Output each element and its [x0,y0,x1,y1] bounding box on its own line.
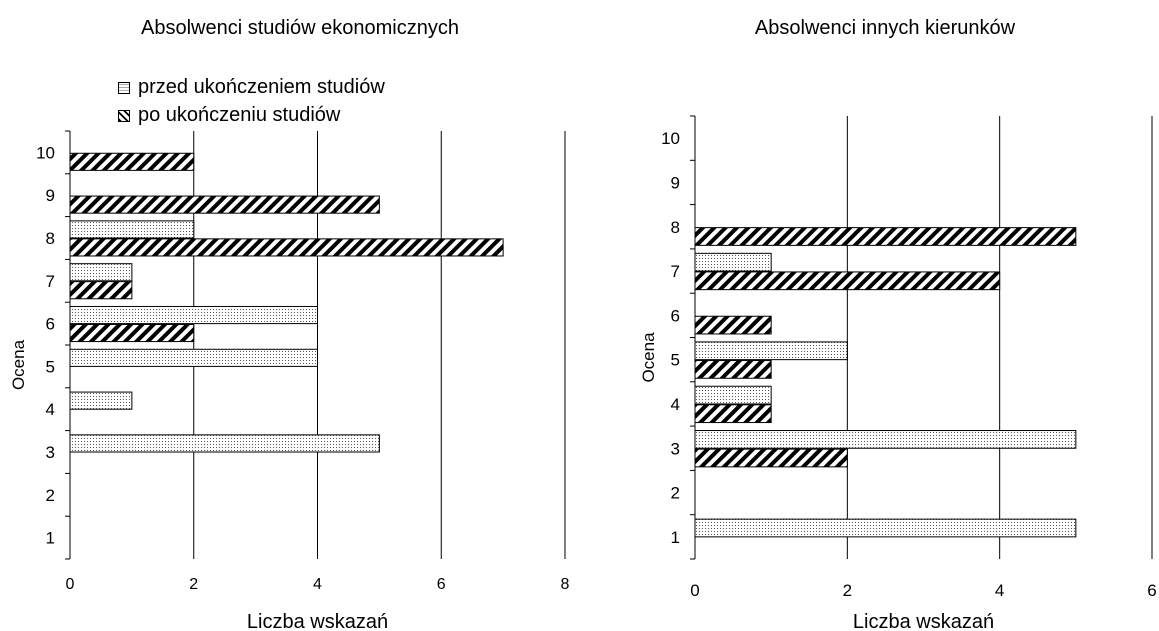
legend-swatch-hatched [118,109,130,122]
chart1-bar-after [69,323,195,343]
chart2-category-label: 5 [671,351,680,370]
chart2-category-label: 3 [671,439,680,458]
legend-item-after: po ukończeniu studiów [118,104,340,127]
chart1-category-label: 7 [46,272,55,291]
legend-swatch-dotted [118,81,130,94]
chart1-bar-before [69,263,133,282]
chart1-bar-before [69,305,318,325]
chart2-bar-after [694,271,1001,291]
chart2-category-label: 7 [671,262,680,281]
chart2-bar-before [694,518,1077,538]
chart-title-other: Absolwenci innych kierunków [754,17,1016,39]
chart2-bar-before [694,385,772,405]
chart1-x-tick-label: 2 [189,576,198,593]
chart1-category-label: 1 [46,529,55,548]
chart1-bar-after [69,238,504,257]
chart2-category-label: 2 [671,484,680,503]
chart1-bar-after [69,195,380,214]
chart1-y-axis-title: Ocena [9,339,28,390]
chart2-y-axis-title: Ocena [639,332,658,383]
chart1-bar-before [69,434,380,453]
chart1-category-label: 4 [46,400,55,419]
chart1-x-tick-label: 4 [313,576,322,593]
chart1-category-label: 3 [46,443,55,462]
chart1-bar-before [69,348,318,367]
chart2-x-axis-title: Liczba wskazań [853,611,994,631]
chart1-bar-after [69,281,133,300]
chart2-x-tick-label: 6 [1147,581,1156,600]
chart-title-economics: Absolwenci studiów ekonomicznych [141,17,459,39]
chart2-x-tick-label: 4 [995,581,1004,600]
chart1-x-tick-label: 6 [437,576,446,593]
chart2-category-label: 1 [671,528,680,547]
chart1-category-label: 6 [46,315,55,334]
chart1-x-axis-title: Liczba wskazań [247,611,388,631]
legend-label-before: przed ukończeniem studiów [138,76,385,98]
legend-item-before: przed ukończeniem studiów [118,76,385,99]
chart1-category-label: 8 [46,229,55,248]
chart2-bar-before [694,341,848,361]
chart2-x-tick-label: 0 [690,581,699,600]
chart2-category-label: 9 [671,173,680,192]
chart1-x-tick-label: 0 [66,576,75,593]
chart2-bar-after [694,315,772,335]
chart2-bar-after [694,404,772,424]
chart2-bar-before [694,430,1077,449]
chart2-bar-after [694,227,1077,246]
chart2-category-label: 4 [671,395,680,414]
chart1-bar-before [69,391,133,410]
chart1-category-label: 2 [46,486,55,505]
chart2-bar-after [694,448,848,468]
chart2-category-label: 8 [671,218,680,237]
chart2-bar-before [694,252,772,272]
chart2-bar-after [694,360,772,379]
chart2-x-tick-label: 2 [843,581,852,600]
chart1-bar-after [69,152,195,171]
chart1-bar-before [69,220,195,239]
chart1-category-label: 5 [46,357,55,376]
chart1-category-label: 10 [36,143,55,162]
chart1-category-label: 9 [46,186,55,205]
chart2-category-label: 6 [671,306,680,325]
chart2-category-label: 10 [661,129,680,148]
legend-label-after: po ukończeniu studiów [138,104,341,126]
chart1-x-tick-label: 8 [561,576,570,593]
